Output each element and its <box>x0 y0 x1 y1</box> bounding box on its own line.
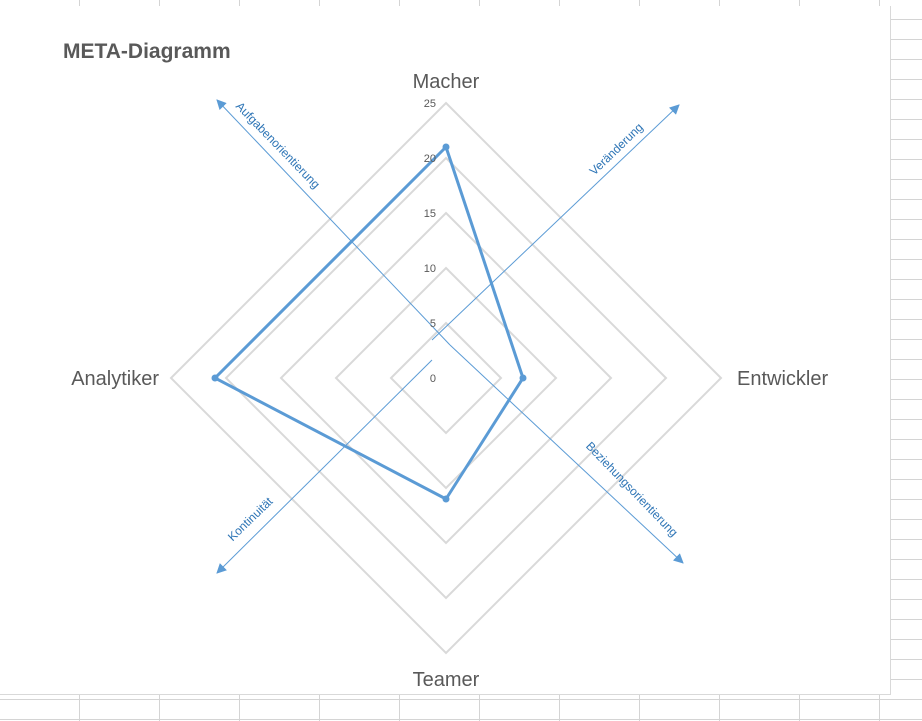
tick-label: 10 <box>424 263 436 275</box>
data-point <box>211 374 219 382</box>
tick-label: 5 <box>430 318 436 330</box>
tick-label: 25 <box>424 98 436 110</box>
category-label: Teamer <box>413 669 480 691</box>
annotation-arrow <box>449 344 684 564</box>
tick-label: 15 <box>424 208 436 220</box>
grid-ring-5 <box>389 321 503 435</box>
annotation-label: Veränderung <box>587 120 646 178</box>
data-point <box>442 143 450 151</box>
annotation-label: Kontinuität <box>225 494 276 544</box>
grid-ring-10 <box>334 266 558 490</box>
series-line <box>213 145 525 501</box>
annotation-label: Beziehungsorientierung <box>583 439 681 539</box>
data-point <box>442 495 450 503</box>
grid-ring-25 <box>169 101 723 655</box>
grid-ring-20 <box>224 156 668 600</box>
tick-label: 0 <box>430 373 436 385</box>
annotation-arrow <box>216 359 433 574</box>
annotation-arrow <box>216 99 451 346</box>
grid-ring-15 <box>279 211 613 545</box>
chart-area: META-Diagramm <box>0 6 891 695</box>
tick-label: 20 <box>424 153 436 165</box>
category-label: Analytiker <box>71 368 159 390</box>
data-point <box>519 374 527 382</box>
annotation-arrow <box>431 104 680 341</box>
annotation-label: Aufgabenorientierung <box>233 99 323 191</box>
chart-title: META-Diagramm <box>63 40 231 63</box>
category-label: Entwickler <box>737 368 828 390</box>
category-label: Macher <box>413 71 480 93</box>
